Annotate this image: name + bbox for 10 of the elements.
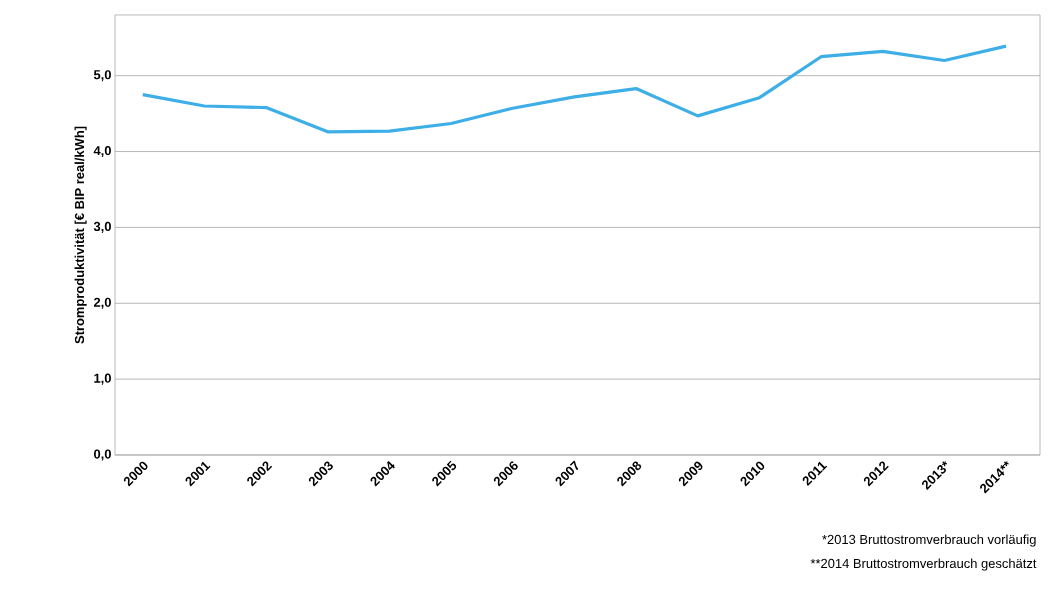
y-tick-label: 0,0 — [94, 449, 111, 461]
y-tick-label: 3,0 — [93, 221, 111, 233]
text: *2013 Bruttostromverbrauch vorläufig — [822, 534, 1036, 547]
y-tick-label: 5,0 — [93, 70, 111, 82]
text: **2014 Bruttostromverbrauch geschätzt — [810, 558, 1037, 571]
line-series — [141, 44, 1008, 134]
y-axis-title: Stromproduktivität [€ BIP real/kWh] — [74, 126, 87, 344]
y-tick-label: 4,0 — [93, 146, 111, 158]
y-tick-label: 1,0 — [94, 373, 111, 385]
y-tick-label: 2,0 — [93, 297, 111, 309]
